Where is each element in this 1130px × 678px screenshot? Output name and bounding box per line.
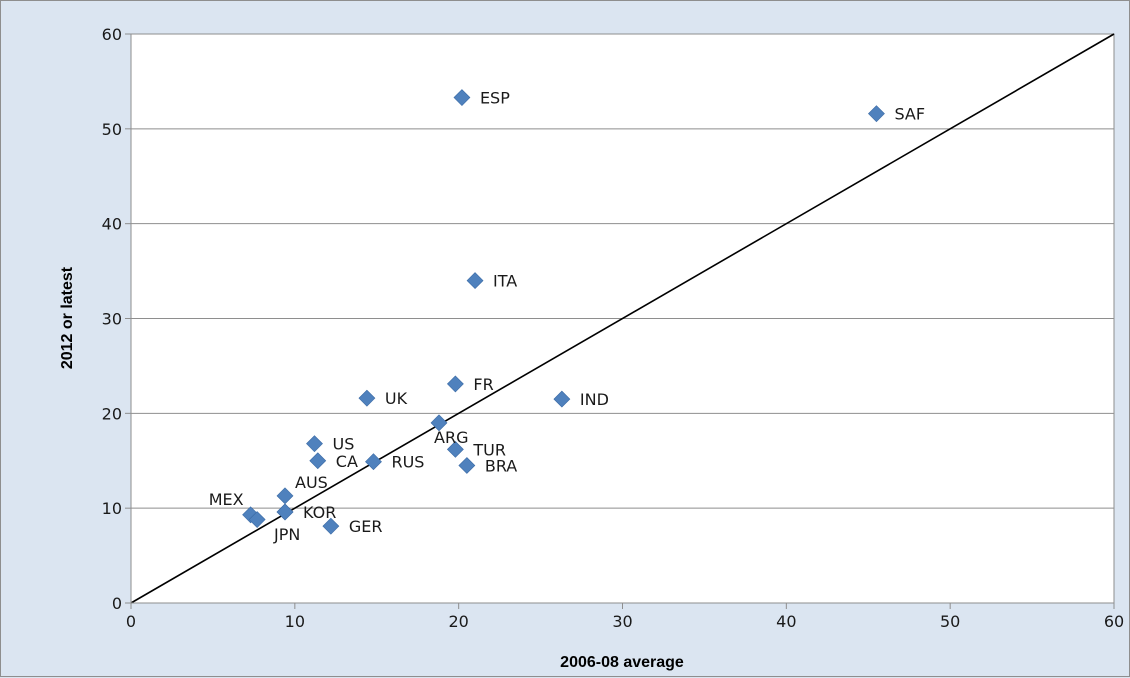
data-point-bra bbox=[458, 457, 476, 474]
x-tick-label: 60 bbox=[1104, 612, 1124, 631]
point-label-kor: KOR bbox=[303, 503, 336, 522]
data-point-jpn bbox=[276, 503, 294, 521]
point-label-uk: UK bbox=[385, 389, 408, 408]
point-label-tur: TUR bbox=[472, 440, 506, 459]
point-label-ger: GER bbox=[349, 517, 383, 536]
point-label-ita: ITA bbox=[493, 272, 517, 291]
y-tick-label: 20 bbox=[102, 404, 122, 423]
point-label-rus: RUS bbox=[391, 453, 424, 472]
data-point-arg bbox=[430, 414, 448, 432]
reference-line bbox=[130, 33, 1115, 604]
y-tick-label: 50 bbox=[102, 120, 122, 139]
point-label-fr: FR bbox=[473, 375, 493, 394]
point-label-ca: CA bbox=[336, 452, 358, 471]
data-point-fr bbox=[446, 375, 464, 393]
data-point-ger bbox=[322, 517, 340, 535]
data-point-rus bbox=[365, 453, 382, 471]
point-label-mex: MEX bbox=[209, 490, 244, 509]
y-tick-label: 40 bbox=[102, 215, 122, 234]
x-tick-label: 0 bbox=[126, 612, 136, 631]
point-label-saf: SAF bbox=[894, 105, 925, 124]
point-label-esp: ESP bbox=[480, 89, 510, 108]
data-point-uk bbox=[358, 389, 376, 407]
data-point-tur bbox=[446, 440, 464, 458]
point-label-jpn: JPN bbox=[273, 525, 300, 544]
point-label-arg: ARG bbox=[434, 428, 468, 447]
x-tick-label: 40 bbox=[776, 612, 796, 631]
x-tick-label: 20 bbox=[448, 612, 468, 631]
x-tick-label: 10 bbox=[285, 612, 305, 631]
data-point-saf bbox=[868, 105, 885, 123]
x-tick-label: 30 bbox=[612, 612, 632, 631]
point-label-ind: IND bbox=[580, 390, 609, 409]
y-axis-title: 2012 or latest bbox=[59, 266, 76, 369]
point-label-aus: AUS bbox=[295, 473, 328, 492]
y-tick-label: 30 bbox=[102, 310, 122, 329]
data-point-ita bbox=[466, 272, 484, 289]
x-axis-title: 2006-08 average bbox=[560, 654, 684, 671]
point-label-bra: BRA bbox=[485, 456, 517, 475]
y-tick-label: 60 bbox=[102, 25, 122, 44]
y-tick-label: 10 bbox=[102, 499, 122, 518]
data-point-ca bbox=[309, 452, 327, 470]
data-point-esp bbox=[453, 89, 471, 106]
data-point bbox=[248, 511, 266, 528]
point-label-us: US bbox=[332, 435, 354, 454]
data-point-us bbox=[306, 435, 323, 453]
x-tick-label: 50 bbox=[940, 612, 960, 631]
y-tick-label: 0 bbox=[112, 594, 122, 613]
data-point-ind bbox=[553, 390, 571, 408]
